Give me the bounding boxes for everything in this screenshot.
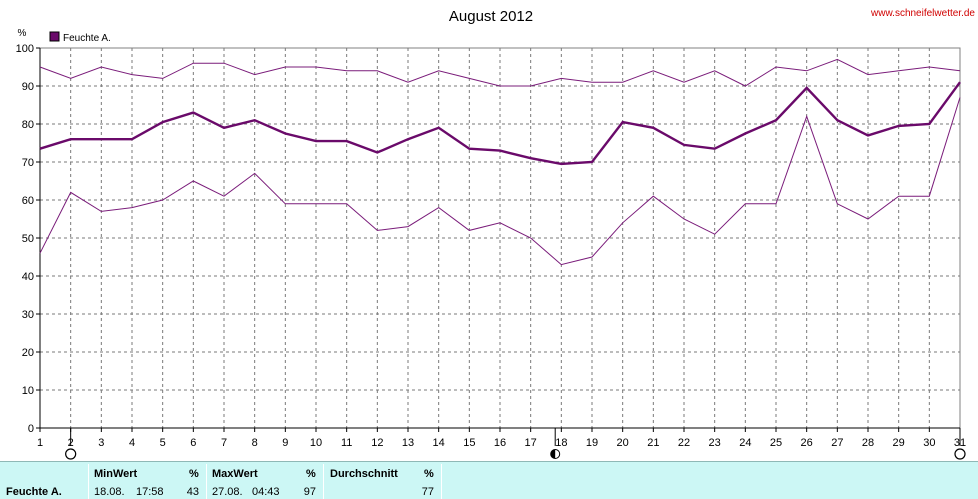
x-tick-label: 9 [282,437,288,449]
max-date: 27.08. [212,486,243,498]
series-line-max [39,58,961,87]
moon-half-shade [550,449,556,459]
series [39,58,961,266]
series-line-avg [39,81,961,166]
x-tick-label: 1 [37,437,43,449]
x-tick-label: 5 [160,437,166,449]
y-tick-label: 90 [22,81,34,93]
x-tick-label: 29 [893,437,905,449]
x-tick-label: 13 [402,437,414,449]
series-line-min [39,97,961,266]
avg-unit: % [424,468,434,480]
x-tick-label: 17 [525,437,537,449]
x-tick-label: 26 [801,437,813,449]
min-unit: % [189,468,199,480]
x-tick-label: 8 [252,437,258,449]
x-tick-label: 23 [709,437,721,449]
x-tick-label: 18 [555,437,567,449]
x-tick-label: 19 [586,437,598,449]
moon-full-icon [65,448,77,460]
y-tick-label: 30 [22,309,34,321]
x-tick-label: 21 [647,437,659,449]
max-value: 97 [303,486,316,498]
y-ticks: 0 10 20 30 40 50 60 70 80 90 100 [16,43,40,435]
x-ticks: 1234567891011121314151617181920212223242… [37,428,966,449]
x-tick-label: 12 [371,437,383,449]
avg-header: Durchschnitt [330,468,398,480]
legend-swatch [49,31,60,42]
stats-row-label: Feuchte A. [6,486,62,498]
avg-value: 77 [421,486,434,498]
stats-separator [441,464,442,499]
stats-separator [323,464,324,499]
x-tick-label: 27 [831,437,843,449]
x-tick-label: 22 [678,437,690,449]
y-tick-label: 100 [16,43,34,55]
y-tick-label: 70 [22,157,34,169]
chart-title: August 2012 [449,8,533,25]
stats-separator [88,464,89,499]
min-header: MinWert [94,468,138,480]
x-tick-label: 28 [862,437,874,449]
max-header: MaxWert [212,468,258,480]
x-tick-label: 24 [739,437,751,449]
y-tick-label: 80 [22,119,34,131]
y-tick-label: 50 [22,233,34,245]
x-tick-label: 16 [494,437,506,449]
x-tick-label: 10 [310,437,322,449]
moon-phases [65,428,966,460]
moon-full-icon [954,448,966,460]
site-watermark: www.schneifelwetter.de [870,8,975,19]
x-tick-label: 20 [617,437,629,449]
x-tick-label: 4 [129,437,135,449]
min-time: 17:58 [136,486,164,498]
y-tick-label: 0 [28,423,34,435]
x-tick-label: 30 [923,437,935,449]
y-axis-unit: % [18,28,27,39]
x-tick-label: 3 [98,437,104,449]
legend-label: Feuchte A. [63,33,111,44]
y-tick-label: 60 [22,195,34,207]
x-tick-label: 25 [770,437,782,449]
min-value: 43 [186,486,199,498]
x-tick-label: 15 [463,437,475,449]
y-tick-label: 20 [22,347,34,359]
x-tick-label: 6 [190,437,196,449]
y-tick-label: 40 [22,271,34,283]
statistics-panel: Feuchte A. MinWert % 18.08. 17:58 43 Max… [0,461,978,499]
stats-separator [206,464,207,499]
x-tick-label: 14 [433,437,445,449]
humidity-chart: August 2012 www.schneifelwetter.de % Feu… [16,8,975,460]
y-tick-label: 10 [22,385,34,397]
max-unit: % [306,468,316,480]
row-label-cell: Feuchte A. [6,462,86,499]
x-tick-label: 11 [341,437,352,449]
max-time: 04:43 [252,486,280,498]
x-tick-label: 7 [221,437,227,449]
min-date: 18.08. [94,486,125,498]
